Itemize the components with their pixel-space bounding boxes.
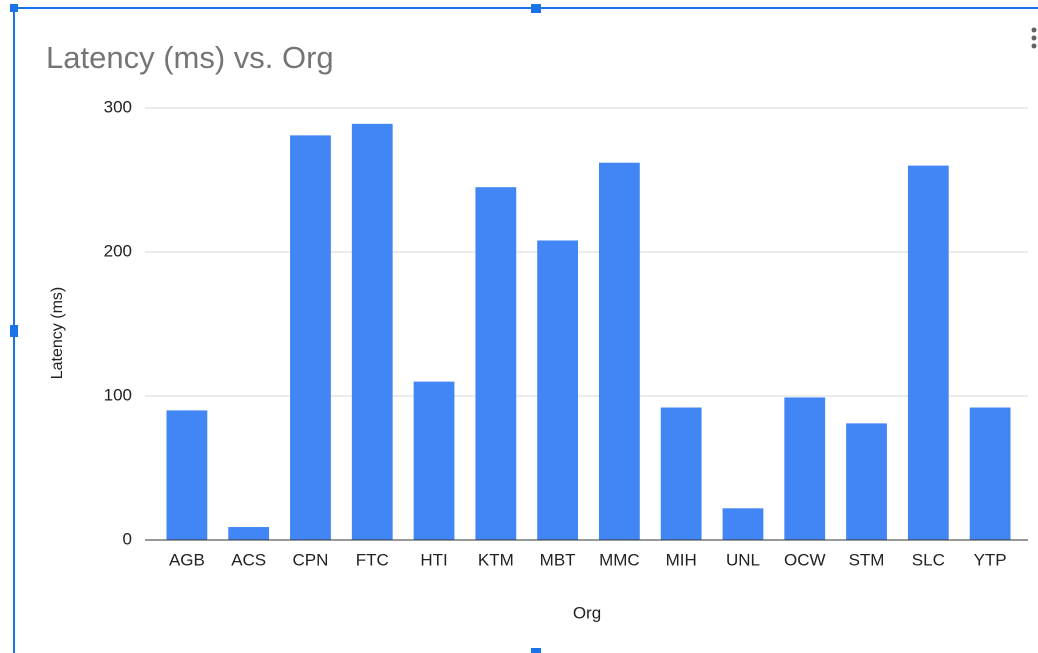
- bar: [722, 508, 764, 540]
- x-tick-label: CPN: [293, 550, 329, 569]
- bar: [413, 381, 455, 540]
- menu-dot: [1031, 27, 1037, 33]
- bar: [660, 407, 702, 540]
- x-tick-label: YTP: [974, 550, 1007, 569]
- x-tick-label: MMC: [599, 550, 640, 569]
- bar: [537, 240, 578, 541]
- y-axis-title: Latency (ms): [49, 287, 66, 379]
- selection-handle[interactable]: [10, 4, 18, 12]
- x-tick-label: STM: [849, 550, 885, 569]
- x-tick-label: FTC: [356, 550, 389, 569]
- x-tick-label: OCW: [784, 550, 826, 569]
- bar: [784, 397, 826, 540]
- y-tick-label: 100: [104, 385, 132, 404]
- bar: [846, 423, 887, 540]
- bar: [907, 165, 949, 540]
- menu-dot: [1031, 43, 1037, 49]
- selection-handle[interactable]: [10, 325, 18, 337]
- selection-handle[interactable]: [531, 4, 541, 13]
- x-tick-label: SLC: [912, 550, 945, 569]
- bar: [290, 135, 331, 541]
- bar: [228, 527, 270, 540]
- bar: [969, 407, 1011, 540]
- menu-dot: [1031, 35, 1037, 41]
- chart-title: Latency (ms) vs. Org: [46, 40, 334, 75]
- x-axis-title: Org: [573, 603, 601, 622]
- bar: [475, 187, 517, 540]
- x-tick-label: ACS: [231, 550, 266, 569]
- bar: [351, 123, 393, 540]
- x-tick-label: MBT: [540, 550, 576, 569]
- x-tick-label: UNL: [726, 550, 760, 569]
- bar: [166, 410, 208, 540]
- y-tick-label: 0: [123, 529, 132, 548]
- y-tick-label: 200: [104, 241, 132, 260]
- x-tick-label: HTI: [420, 550, 447, 569]
- menu-button[interactable]: [1031, 27, 1037, 49]
- x-tick-label: AGB: [169, 550, 205, 569]
- selection-handle[interactable]: [531, 648, 541, 653]
- y-tick-label: 300: [104, 97, 132, 116]
- x-tick-label: MIH: [666, 550, 697, 569]
- x-tick-label: KTM: [478, 550, 514, 569]
- bar: [599, 162, 640, 540]
